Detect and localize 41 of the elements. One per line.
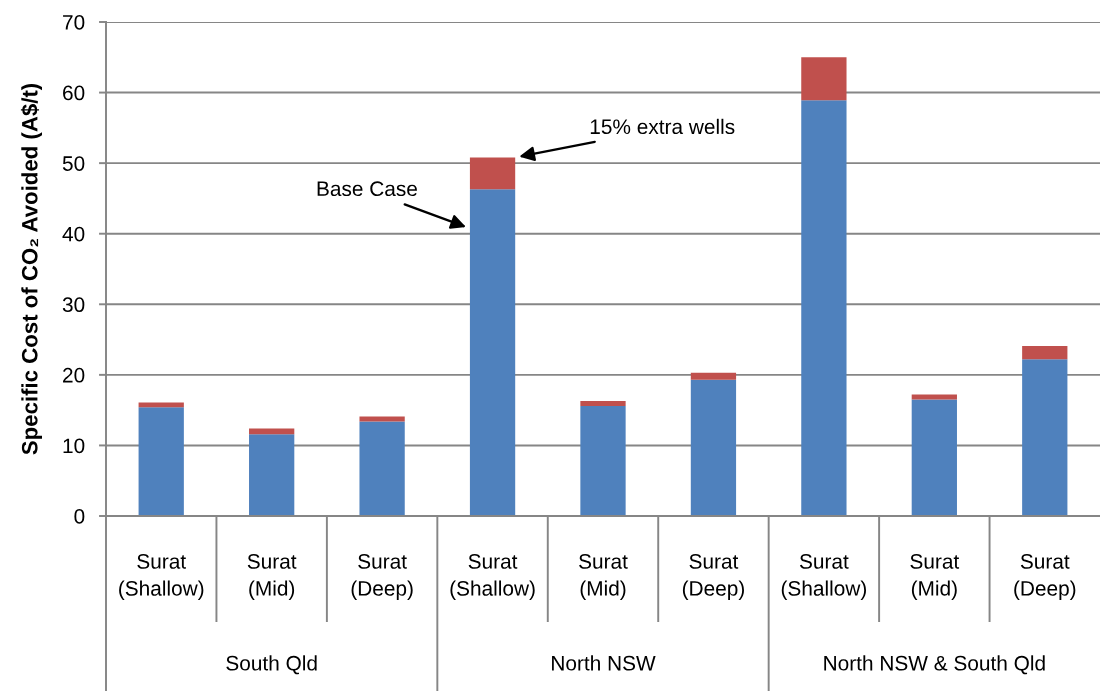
bar <box>469 189 516 516</box>
bar <box>911 394 957 400</box>
y-tick-label: 10 <box>63 438 85 454</box>
bar <box>469 157 516 190</box>
text: North NSW <box>552 655 656 671</box>
x-tick-label: Surat (Deep) <box>682 554 744 600</box>
bar <box>580 405 626 516</box>
x-tick-label: Surat (Mid) <box>579 554 628 600</box>
y-axis-title: Specific Cost of CO₂ Avoided (A$/t) <box>20 83 42 455</box>
x-tick-label: Surat (Shallow) <box>781 554 867 600</box>
text: 15% extra wells <box>590 118 735 135</box>
x-tick-label: Surat (Mid) <box>247 554 297 600</box>
y-tick-label: 60 <box>63 85 85 101</box>
y-tick-label: 0 <box>74 509 85 524</box>
bar <box>911 399 957 516</box>
text: South Qld <box>226 655 317 675</box>
x-tick-label: Surat (Deep) <box>351 554 413 600</box>
y-tick-label: 50 <box>62 156 85 171</box>
text: North NSW & South Qld <box>824 655 1045 675</box>
bar <box>1022 345 1068 360</box>
bar <box>138 407 184 516</box>
x-tick-label: Surat (Shallow) <box>450 554 535 600</box>
text: Base Case <box>317 181 417 197</box>
bar <box>690 379 737 516</box>
bar <box>801 100 847 516</box>
bar <box>249 428 295 435</box>
y-tick-label: 70 <box>63 15 85 30</box>
bar <box>249 434 295 516</box>
bar <box>580 400 626 406</box>
bar <box>359 421 405 516</box>
x-tick-label: Surat (Mid) <box>910 554 960 600</box>
bar <box>690 372 737 380</box>
bar <box>801 57 847 101</box>
y-tick-label: 40 <box>62 226 85 242</box>
bar <box>1022 359 1068 516</box>
y-tick-label: 20 <box>63 367 85 383</box>
y-tick-label: 30 <box>62 297 85 313</box>
x-tick-label: Surat (Deep) <box>1014 554 1076 600</box>
x-tick-label: Surat (Shallow) <box>119 554 204 600</box>
bar <box>138 402 184 408</box>
bar <box>359 416 405 422</box>
